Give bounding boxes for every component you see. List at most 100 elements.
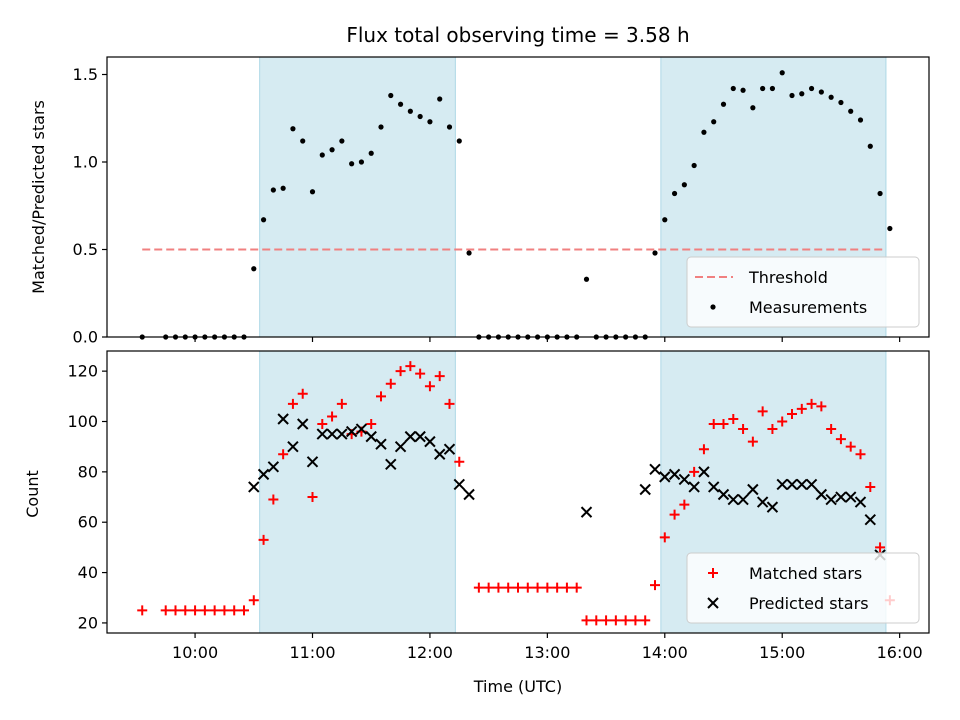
predicted-stars-point-35 bbox=[747, 483, 759, 496]
predicted-stars-point-45 bbox=[845, 491, 857, 503]
legend-box bbox=[686, 256, 920, 328]
matched-stars-point-62 bbox=[767, 424, 778, 435]
predicted-stars-point-20 bbox=[443, 443, 456, 455]
predicted-stars-point-29 bbox=[688, 481, 700, 493]
y-tick-label: 1.0 bbox=[73, 153, 98, 172]
predicted-stars-point-22 bbox=[463, 488, 475, 501]
predicted-stars-point-33 bbox=[727, 493, 739, 506]
predicted-stars-point-21 bbox=[453, 478, 465, 491]
matched-stars-point-2 bbox=[170, 605, 181, 616]
predicted-stars-point-2 bbox=[267, 461, 280, 473]
matched-stars-point-36 bbox=[513, 582, 523, 593]
matched-stars-point-1 bbox=[160, 605, 171, 616]
matched-stars-point-71 bbox=[855, 449, 866, 460]
matched-stars-point-10 bbox=[248, 595, 259, 606]
measurements-point-59 bbox=[730, 85, 736, 92]
matched-stars-point-49 bbox=[640, 615, 651, 626]
predicted-stars-point-37 bbox=[766, 501, 779, 513]
y-tick-label: 100 bbox=[67, 412, 98, 431]
predicted-stars-point-28 bbox=[678, 473, 691, 486]
matched-stars-point-43 bbox=[581, 615, 592, 626]
predicted-stars-point-14 bbox=[385, 458, 397, 471]
matched-stars-point-50 bbox=[650, 580, 660, 591]
matched-stars-point-16 bbox=[307, 492, 318, 503]
matched-stars-point-37 bbox=[522, 582, 533, 593]
matched-stars-point-60 bbox=[747, 436, 758, 447]
matched-stars-point-70 bbox=[845, 441, 856, 452]
measurements-point-44 bbox=[583, 276, 590, 282]
predicted-stars-point-7 bbox=[316, 428, 328, 440]
predicted-stars-point-15 bbox=[394, 440, 407, 453]
predicted-stars-point-27 bbox=[668, 468, 681, 481]
predicted-stars-point-38 bbox=[776, 478, 788, 491]
predicted-stars-point-41 bbox=[805, 478, 818, 491]
predicted-stars-point-36 bbox=[756, 496, 769, 508]
y-tick-label: 0.5 bbox=[73, 240, 98, 259]
matched-stars-point-56 bbox=[708, 419, 719, 430]
measurements-point-32 bbox=[466, 250, 472, 256]
predicted-stars-point-1 bbox=[257, 468, 270, 481]
measurements-point-12 bbox=[270, 187, 276, 193]
matched-stars-point-19 bbox=[336, 398, 347, 409]
measurements-point-24 bbox=[388, 92, 394, 99]
measurements-point-23 bbox=[378, 124, 384, 130]
legend-box bbox=[686, 552, 920, 624]
matched-stars-point-68 bbox=[826, 424, 837, 435]
matched-stars-point-0 bbox=[137, 605, 148, 616]
measurements-point-10 bbox=[251, 266, 257, 272]
matched-stars-point-6 bbox=[209, 605, 220, 616]
predicted-stars-point-3 bbox=[277, 413, 289, 425]
x-axis-label: Time (UTC) bbox=[473, 677, 562, 696]
matched-stars-point-11 bbox=[258, 534, 269, 545]
predicted-stars-point-24 bbox=[639, 483, 651, 496]
matched-stars-point-41 bbox=[561, 582, 572, 593]
x-tick-label: 13:00 bbox=[524, 643, 570, 662]
predicted-stars-point-18 bbox=[424, 435, 436, 448]
matched-stars-point-18 bbox=[327, 411, 338, 422]
legend-label: Measurements bbox=[749, 298, 867, 317]
measurements-point-66 bbox=[799, 91, 805, 97]
matched-stars-point-64 bbox=[787, 408, 797, 419]
y-tick-label: 40 bbox=[78, 563, 98, 582]
predicted-stars-point-47 bbox=[864, 513, 876, 526]
predicted-stars-point-10 bbox=[345, 425, 358, 438]
measurements-point-72 bbox=[857, 117, 864, 123]
measurements-point-51 bbox=[652, 250, 658, 256]
predicted-stars-point-0 bbox=[248, 481, 260, 493]
measurements-point-29 bbox=[437, 96, 443, 102]
predicted-stars-point-42 bbox=[815, 488, 828, 501]
legend-swatch-plus bbox=[708, 568, 718, 578]
x-tick-label: 16:00 bbox=[877, 643, 923, 662]
predicted-stars-point-34 bbox=[737, 493, 749, 506]
measurements-point-52 bbox=[662, 217, 668, 223]
matched-stars-point-40 bbox=[552, 582, 563, 593]
y-tick-label: 20 bbox=[78, 613, 98, 632]
measurements-point-68 bbox=[818, 89, 824, 95]
matched-stars-point-9 bbox=[239, 605, 249, 616]
predicted-stars-point-23 bbox=[580, 506, 593, 518]
measurements-point-62 bbox=[760, 85, 766, 92]
matched-stars-point-4 bbox=[190, 605, 201, 616]
matched-stars-point-24 bbox=[385, 378, 396, 389]
matched-stars-point-73 bbox=[875, 542, 886, 553]
legend-swatch-x bbox=[707, 597, 719, 609]
measurements-point-13 bbox=[280, 185, 286, 191]
axes-frame-0 bbox=[106, 56, 930, 338]
predicted-stars-point-31 bbox=[708, 481, 720, 493]
matched-stars-point-51 bbox=[659, 532, 670, 543]
matched-stars-point-23 bbox=[376, 391, 386, 402]
measurements-point-61 bbox=[750, 105, 756, 111]
matched-stars-point-29 bbox=[434, 371, 445, 382]
measurements-point-70 bbox=[838, 99, 844, 106]
legend-label: Matched stars bbox=[749, 564, 862, 583]
legend-label: Threshold bbox=[748, 268, 828, 287]
predicted-stars-point-9 bbox=[336, 428, 348, 440]
predicted-stars-point-44 bbox=[835, 491, 847, 503]
matched-stars-point-59 bbox=[738, 424, 749, 435]
matched-stars-point-44 bbox=[591, 615, 602, 626]
matched-stars-point-57 bbox=[718, 419, 729, 430]
matched-stars-point-39 bbox=[542, 582, 553, 593]
matched-stars-point-25 bbox=[395, 366, 406, 377]
y-tick-label: 0.0 bbox=[73, 328, 98, 347]
